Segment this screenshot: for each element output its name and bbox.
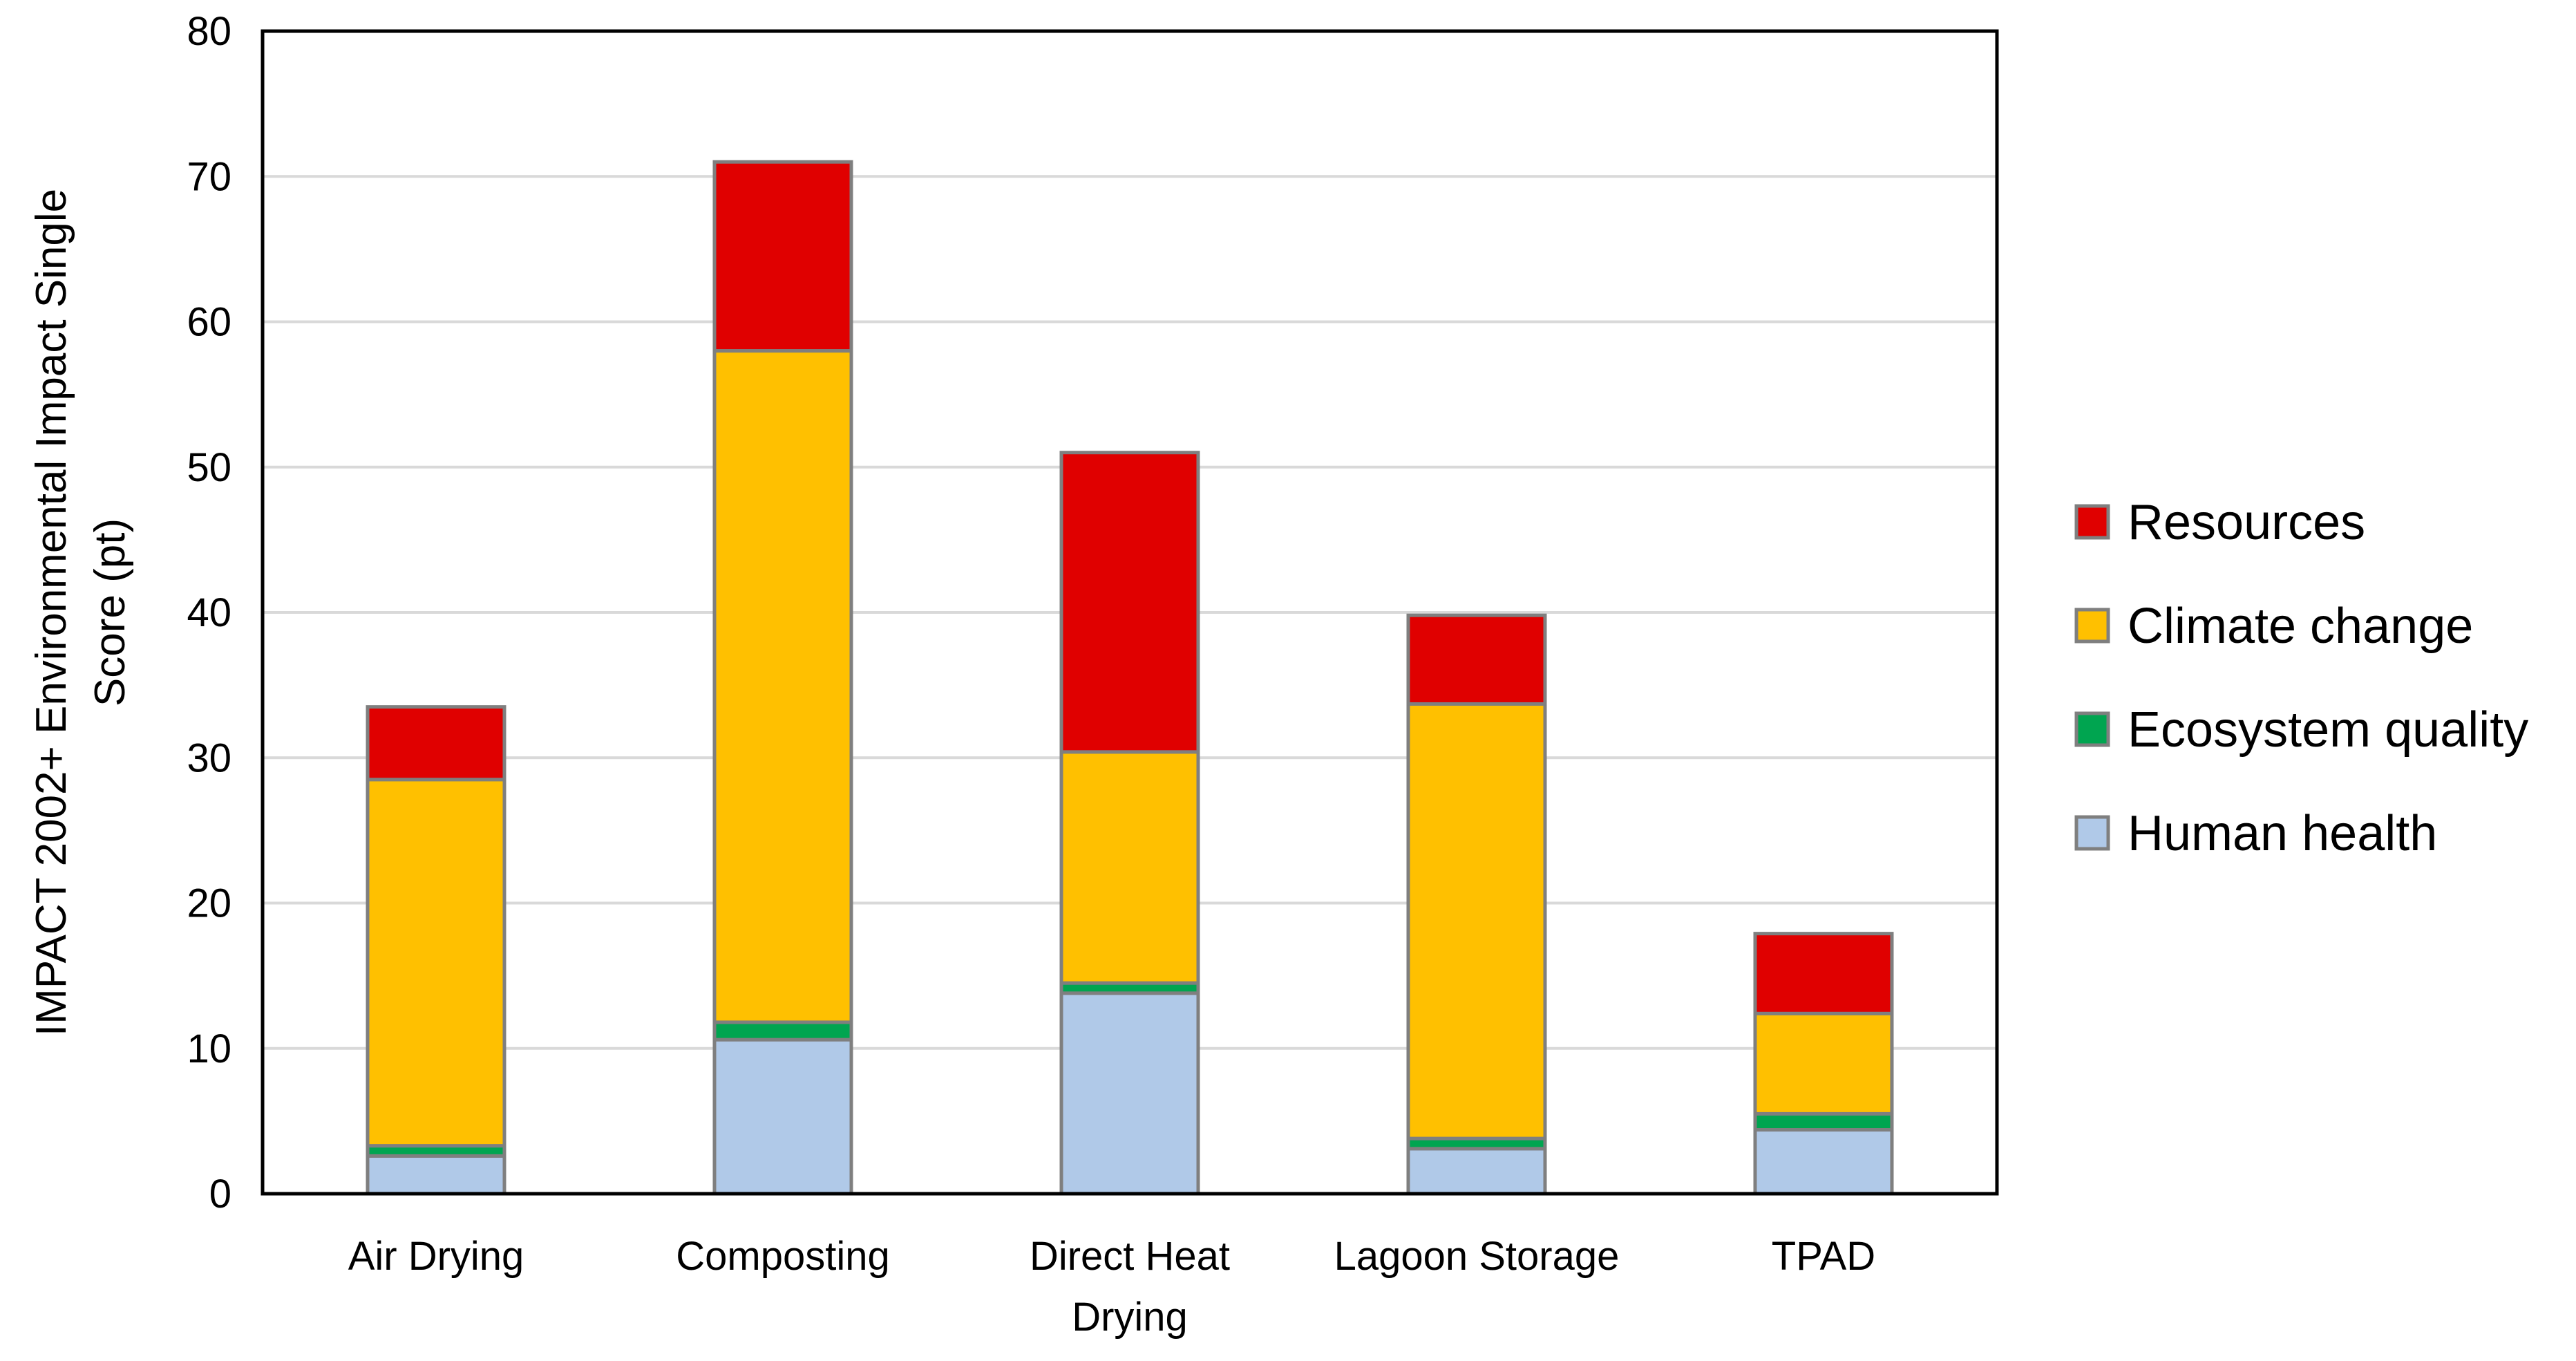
y-axis-title: IMPACT 2002+ Environmental Impact Single… [28,189,134,1036]
y-axis-title-text: IMPACT 2002+ Environmental Impact Single… [28,189,134,1036]
bar-segment-ecosystem-quality-tpad [1753,1111,1894,1132]
legend-swatch-ecosystem-quality [2074,711,2110,747]
bar-segment-human-health-tpad [1753,1127,1894,1196]
bar-segment-resources-direct-heat-drying [1059,451,1200,754]
bar-segment-human-health-lagoon-storage [1406,1147,1547,1196]
y-tick-label-20: 20 [187,881,231,926]
plot-area-frame [261,29,1999,1196]
bar-segment-resources-lagoon-storage [1406,613,1547,706]
y-tick-label-50: 50 [187,445,231,490]
bar-segment-climate-change-air-drying [366,778,506,1148]
legend-swatch-resources [2074,504,2110,540]
y-tick-label-40: 40 [187,590,231,635]
y-axis-ticks: 0 10 20 30 40 50 60 70 80 [187,9,231,1217]
bar-segment-climate-change-composting [712,349,853,1024]
legend-label-climate-change: Climate change [2128,599,2473,654]
x-category-label-lagoon-storage: Lagoon Storage [1334,1234,1620,1279]
bars [366,160,1894,1196]
y-tick-label-80: 80 [187,9,231,54]
x-category-label-composting: Composting [676,1234,889,1279]
y-tick-label-70: 70 [187,154,231,199]
legend-swatch-climate-change [2074,608,2110,644]
legend: Resources Climate change Ecosystem quality… [2074,495,2528,861]
bar-segment-human-health-direct-heat-drying [1059,991,1200,1196]
bar-segment-human-health-composting [712,1038,853,1196]
y-tick-label-10: 10 [187,1026,231,1071]
y-tick-label-30: 30 [187,735,231,780]
legend-swatch-human-health [2074,815,2110,851]
bar-segment-resources-tpad [1753,932,1894,1015]
bar-segment-climate-change-direct-heat-drying [1059,750,1200,985]
bar-segment-ecosystem-quality-composting [712,1020,853,1042]
bar-segment-climate-change-lagoon-storage [1406,702,1547,1141]
x-category-label-direct-heat-drying: Direct Heat Drying [1030,1234,1230,1340]
legend-label-resources: Resources [2128,495,2365,550]
legend-label-ecosystem-quality: Ecosystem quality [2128,702,2528,758]
bar-segment-resources-composting [712,160,853,353]
bar-segment-climate-change-tpad [1753,1011,1894,1116]
x-category-label-tpad: TPAD [1772,1234,1875,1279]
y-tick-label-0: 0 [209,1172,231,1217]
x-axis-category-labels: Air Drying Composting Direct Heat Drying Lag… [348,1234,1876,1340]
y-tick-label-60: 60 [187,300,231,345]
legend-label-human-health: Human health [2128,806,2437,861]
bar-segment-resources-air-drying [366,705,506,782]
bar-segment-human-health-air-drying [366,1154,506,1196]
x-category-label-air-drying: Air Drying [348,1234,524,1279]
